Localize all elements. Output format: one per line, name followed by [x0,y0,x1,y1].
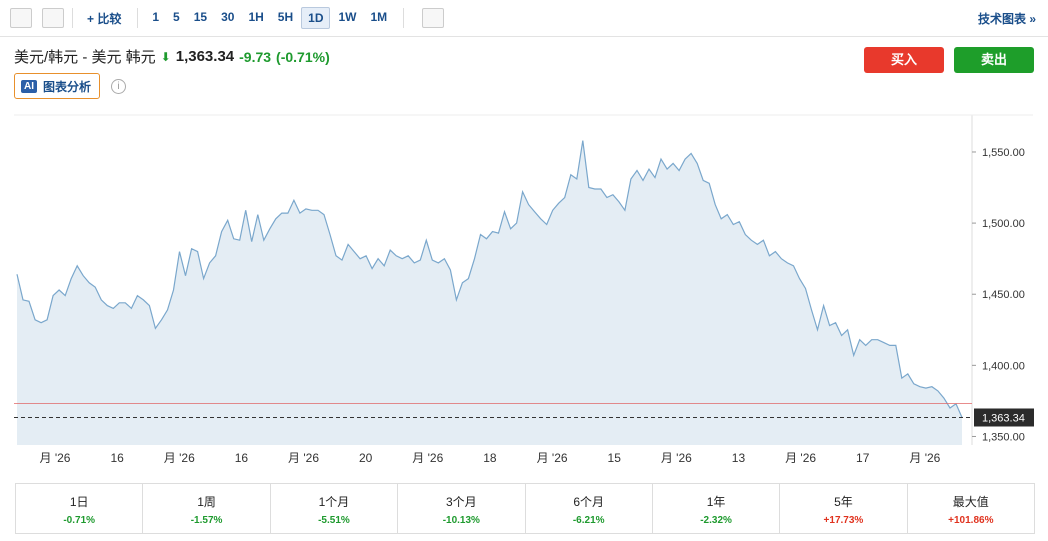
ai-button[interactable]: AI 图表分析 [14,73,101,99]
price: 1,363.34 [175,48,235,65]
x-tick-label: 16 [235,451,249,465]
period-label: 6个月 [573,495,605,509]
period-change: +17.73% [823,515,864,526]
x-tick-label: 月 '26 [40,451,71,465]
interval[interactable]: 30 [221,10,235,24]
interval[interactable]: 1D [301,7,331,29]
period-label: 1日 [69,495,89,509]
y-tick-label: 1,350.00 [982,431,1025,443]
performance-cell: 5年 +17.73% [780,484,908,533]
y-tick-label: 1,400.00 [982,360,1025,372]
period-change: +101.86% [948,515,994,526]
area-icon[interactable] [42,8,64,28]
x-tick-label: 月 '26 [785,451,816,465]
x-tick-label: 月 '26 [288,451,319,465]
period-label: 3个月 [445,495,477,509]
performance-table: 1日 -0.71% 1周 -1.57% 1个月 -5.51% 3个月 -10.13% 6个月 -6… [15,483,1035,534]
x-tick-label: 17 [856,451,870,465]
y-tick-label: 1,500.00 [982,218,1025,230]
x-tick-label: 15 [608,451,622,465]
interval[interactable]: 15 [193,10,208,24]
compare[interactable]: + 比较 [87,11,122,26]
y-tick-label: 1,450.00 [982,289,1025,301]
x-tick-label: 月 '26 [537,451,568,465]
performance-cell: 最大值 +101.86% [908,484,1034,533]
layout-icon[interactable] [422,8,445,28]
change-pct: (-0.71%) [276,48,330,65]
performance-cell: 1个月 -5.51% [271,484,399,533]
period-change: -2.32% [700,515,732,526]
toolbar: + 比较 1 5 15 30 1H 5H 1D 1W 1M 技术图表 » [0,0,1048,37]
period-change: -10.13% [442,515,480,526]
x-tick-label: 20 [359,451,373,465]
x-tick-label: 月 '26 [164,451,195,465]
candle-icon[interactable] [10,8,32,28]
period-change: -1.57% [190,515,223,526]
tech-chart-link[interactable]: 技术图表 » [977,11,1036,26]
x-tick-label: 月 '26 [412,451,443,465]
x-tick-label: 13 [732,451,746,465]
sell-button[interactable]: 卖出 [954,47,1034,73]
x-tick-label: 月 '26 [661,451,692,465]
compare-label: 比较 [97,11,122,26]
period-label: 1周 [197,495,216,509]
period-label: 1年 [706,495,726,509]
last-price-label: 1,363.34 [982,412,1025,424]
x-tick-label: 月 '26 [909,451,940,465]
period-change: -6.21% [572,515,605,526]
interval[interactable]: 1 [152,10,160,24]
performance-cell: 1年 -2.32% [653,484,781,533]
chart: 1,350.00 1,400.00 1,450.00 1,500.00 1,550.00… [14,114,1034,465]
ai-label: 图表分析 [43,79,92,94]
area-fill [17,140,962,445]
period-change: -5.51% [318,515,350,526]
performance-cell: 1周 -1.57% [143,484,271,533]
x-tick-label: 16 [110,451,124,465]
performance-cell: 3个月 -10.13% [398,484,526,533]
interval[interactable]: 1M [370,10,388,24]
buy-button[interactable]: 买入 [864,47,944,73]
period-label: 1个月 [318,495,350,509]
y-tick-label: 1,550.00 [982,147,1025,159]
price-line [16,140,963,418]
interval[interactable]: 5 [173,10,180,24]
last-price-box [974,408,1034,427]
quote-header: 美元/韩元 - 美元 韩元 ⬇ 1,363.34 -9.73 (-0.71%) [14,46,330,67]
ai-badge: AI [21,79,37,93]
intervals: 1 5 15 30 1H 5H 1D 1W 1M [146,7,395,29]
period-label: 最大值 [952,495,989,509]
down-arrow: ⬇ [160,49,171,64]
info-icon[interactable]: i [111,79,126,94]
change: -9.73 [239,48,272,65]
performance-cell: 6个月 -6.21% [526,484,653,533]
period-change: -0.71% [63,515,96,526]
performance-cell: 1日 -0.71% [16,484,144,533]
x-tick-label: 18 [483,451,497,465]
period-label: 5年 [834,495,853,509]
interval[interactable]: 5H [277,10,294,24]
instrument-name: 美元/韩元 - 美元 韩元 [14,49,156,66]
interval[interactable]: 1H [248,10,264,24]
interval[interactable]: 1W [338,10,357,24]
